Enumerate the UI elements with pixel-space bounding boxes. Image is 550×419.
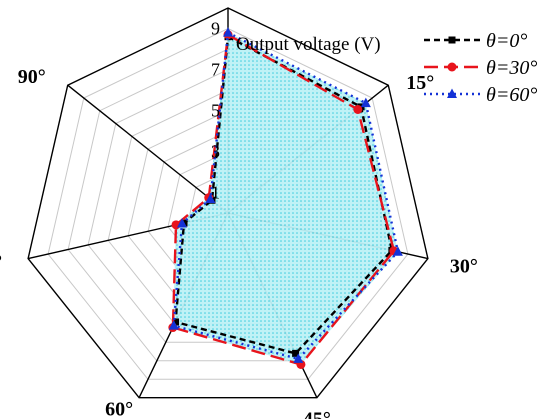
data-point	[392, 246, 403, 256]
legend: θ=0° θ=30° θ=60°	[424, 30, 537, 106]
radial-tick-label: 9	[211, 19, 220, 39]
category-label: 90°	[18, 66, 46, 88]
series-line	[172, 30, 400, 361]
radial-tick-label: 1	[211, 183, 220, 203]
category-label: 75°	[0, 252, 2, 274]
legend-item: θ=60°	[424, 84, 537, 106]
legend-label: θ=30°	[486, 57, 537, 79]
legend-marker	[447, 62, 457, 72]
data-point	[293, 353, 304, 363]
series-line	[174, 34, 394, 355]
grid-ring	[27, 7, 429, 399]
series-line	[171, 32, 396, 366]
radial-axis-label: Output voltage (V)	[236, 34, 381, 55]
category-label: 15°	[406, 72, 434, 94]
data-point	[168, 320, 179, 330]
series-3	[168, 27, 403, 363]
legend-item: θ=0°	[424, 30, 527, 52]
radial-tick-label: 7	[211, 60, 220, 80]
radial-tick-label: 5	[211, 101, 220, 121]
data-point	[360, 97, 371, 108]
category-label: 45°	[303, 409, 331, 419]
grid-ring	[47, 27, 409, 380]
series-lines	[168, 27, 403, 369]
series-fill-area	[172, 32, 398, 365]
legend-marker	[448, 36, 456, 44]
data-point	[172, 318, 180, 326]
radial-tick-label: 3	[211, 142, 220, 162]
spoke-line	[67, 84, 229, 214]
legend-label: θ=0°	[486, 30, 527, 52]
legend-item: θ=30°	[424, 57, 537, 79]
data-point	[177, 217, 188, 228]
legend-label: θ=60°	[486, 84, 537, 106]
data-point	[353, 104, 363, 114]
data-point	[292, 349, 300, 357]
data-point	[223, 27, 233, 37]
data-point	[205, 193, 216, 203]
legend-marker	[447, 88, 457, 98]
filled-area	[172, 32, 398, 365]
category-label: 30°	[450, 256, 478, 278]
category-label: 60°	[105, 399, 133, 419]
